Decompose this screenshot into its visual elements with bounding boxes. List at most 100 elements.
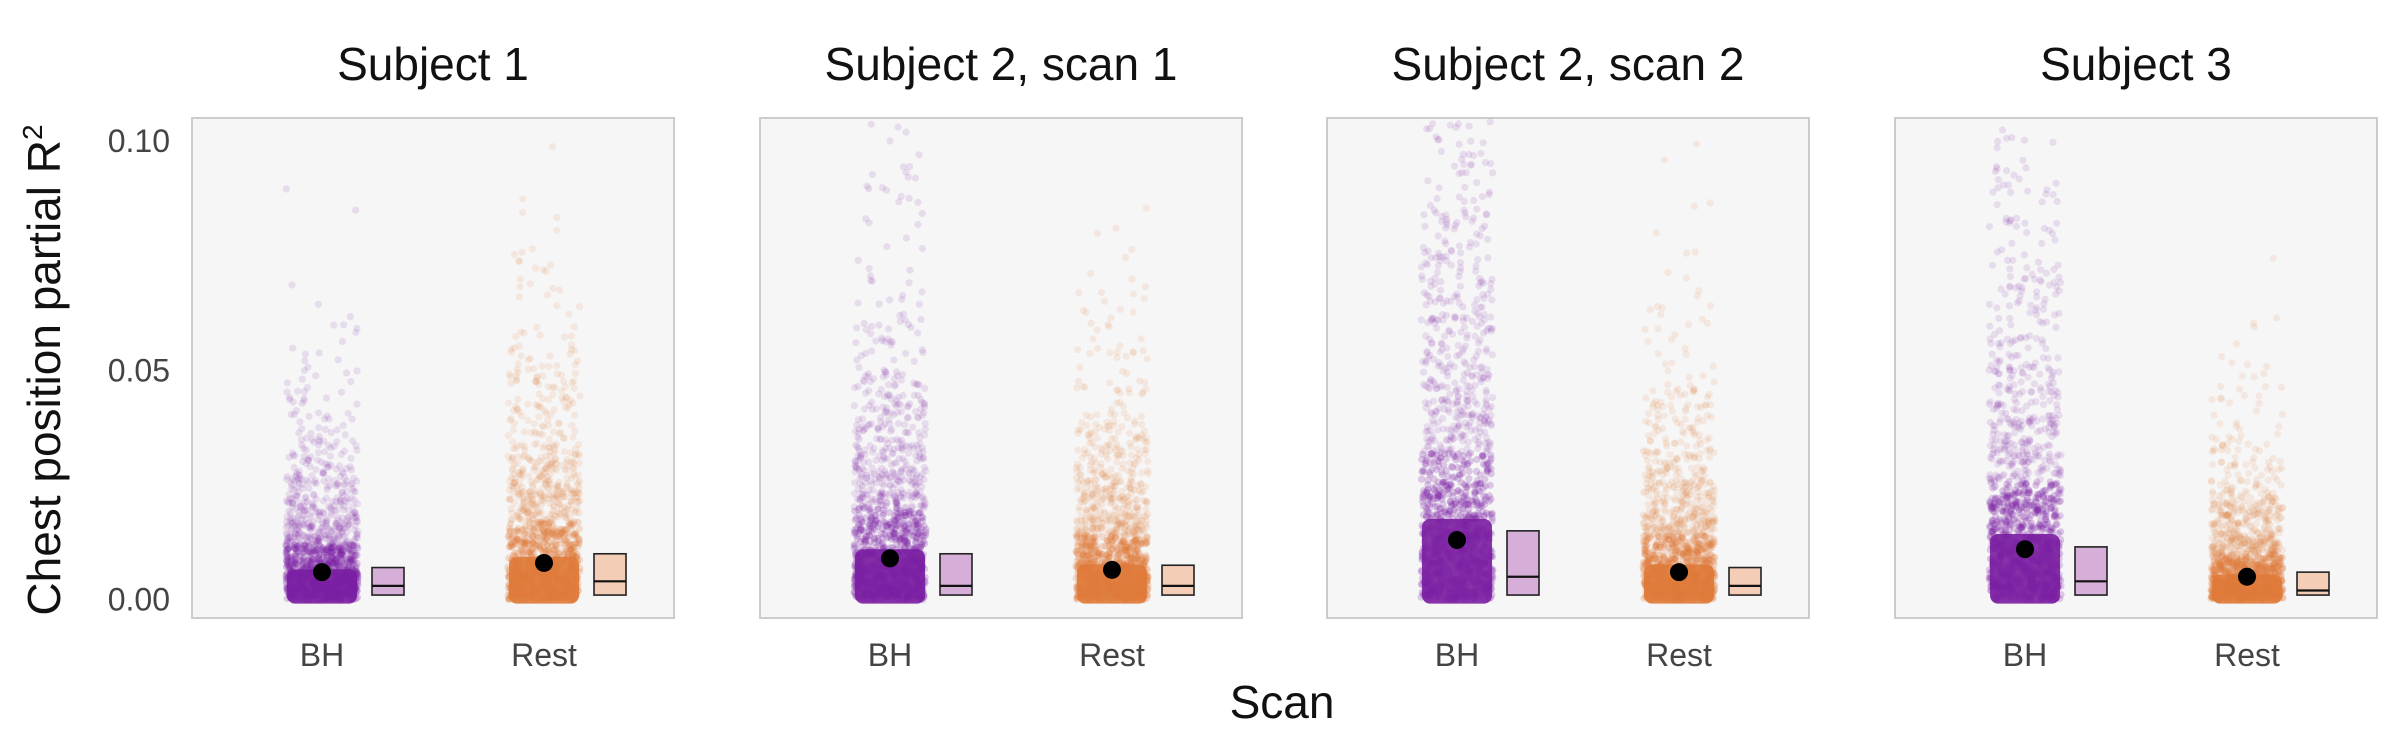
data-point	[308, 499, 316, 507]
data-point	[338, 514, 346, 522]
data-point	[288, 281, 296, 289]
data-point	[353, 518, 361, 526]
data-point	[345, 568, 353, 576]
data-point	[296, 590, 304, 599]
data-point	[1142, 385, 1150, 393]
strip-dense-core	[287, 569, 357, 604]
data-point	[853, 421, 861, 429]
data-point	[563, 474, 571, 482]
data-point	[891, 571, 899, 580]
x-axis-title: Scan	[1230, 676, 1335, 728]
data-point	[289, 515, 297, 523]
data-point	[350, 513, 358, 522]
data-point	[332, 580, 340, 588]
data-point	[307, 429, 315, 437]
data-point	[1092, 420, 1100, 428]
data-point	[291, 538, 300, 546]
data-point	[352, 571, 360, 579]
data-point	[304, 363, 312, 371]
data-point	[295, 480, 303, 488]
data-point	[1086, 466, 1094, 474]
data-point	[1143, 577, 1151, 585]
data-point	[1119, 402, 1127, 410]
data-point	[554, 576, 563, 584]
data-point	[539, 444, 547, 452]
data-point	[321, 415, 329, 423]
data-point	[350, 496, 358, 504]
data-point	[1085, 578, 1093, 586]
data-point	[319, 596, 327, 604]
data-point	[879, 511, 887, 520]
data-point	[1079, 575, 1087, 583]
data-point	[337, 495, 345, 504]
data-point	[347, 582, 355, 591]
data-point	[284, 573, 292, 581]
data-point	[1434, 232, 1442, 240]
data-point	[287, 535, 295, 543]
panel-title: Subject 1	[337, 38, 529, 90]
data-point	[510, 250, 519, 259]
data-point	[292, 521, 300, 529]
data-point	[905, 529, 913, 538]
data-point	[1125, 507, 1133, 516]
data-point	[1118, 465, 1126, 473]
data-point	[909, 423, 917, 431]
data-point	[292, 590, 300, 599]
data-point	[353, 324, 361, 332]
data-point	[297, 595, 305, 603]
data-point	[334, 514, 342, 522]
data-point	[352, 568, 360, 576]
data-point	[306, 561, 314, 569]
data-point	[322, 535, 330, 543]
data-point	[885, 325, 893, 333]
data-point	[508, 543, 517, 551]
data-point	[538, 509, 546, 517]
data-point	[332, 551, 340, 559]
data-point	[302, 542, 310, 550]
data-point	[515, 537, 523, 545]
data-point	[344, 590, 352, 599]
data-point	[886, 591, 895, 599]
median-point	[881, 549, 899, 568]
data-point	[906, 579, 914, 587]
data-point	[328, 584, 336, 592]
data-point	[337, 529, 346, 537]
data-point	[1083, 541, 1091, 550]
data-point	[291, 544, 299, 552]
data-point	[894, 123, 902, 131]
median-point	[313, 563, 331, 582]
data-point	[523, 545, 531, 553]
data-point	[505, 524, 513, 532]
data-point	[1135, 456, 1143, 464]
data-point	[902, 349, 910, 357]
data-point	[334, 479, 342, 488]
data-point	[309, 546, 317, 555]
data-point	[344, 506, 352, 514]
data-point	[1107, 314, 1115, 322]
data-point	[914, 220, 922, 229]
data-point	[335, 544, 343, 552]
data-point	[323, 585, 331, 593]
data-point	[291, 550, 299, 558]
data-point	[295, 467, 303, 475]
data-point	[562, 556, 570, 565]
data-point	[902, 128, 910, 136]
data-point	[526, 354, 534, 363]
data-point	[322, 594, 330, 602]
data-point	[300, 394, 308, 403]
data-point	[1118, 423, 1126, 431]
data-point	[349, 573, 357, 581]
data-point	[337, 551, 345, 559]
data-point	[301, 506, 309, 514]
data-point	[287, 574, 295, 582]
data-point	[298, 566, 306, 574]
data-point	[328, 544, 337, 552]
data-point	[334, 545, 342, 553]
data-point	[334, 548, 342, 556]
data-point	[331, 568, 340, 576]
data-point	[898, 489, 907, 497]
data-point	[335, 524, 343, 532]
data-point	[1113, 386, 1122, 394]
data-point	[1123, 543, 1131, 551]
